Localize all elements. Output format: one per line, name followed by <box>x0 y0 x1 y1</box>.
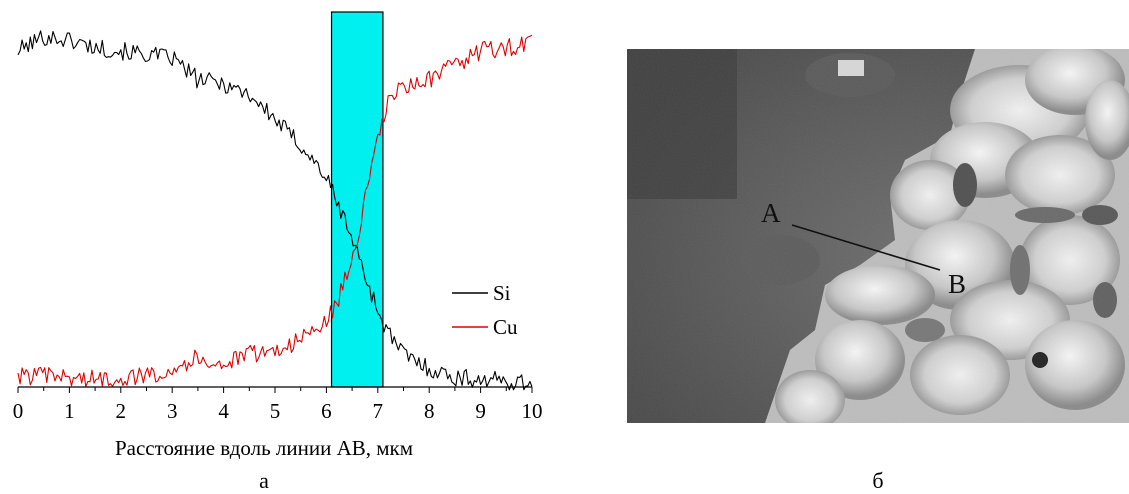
panel-label-b: б <box>872 468 883 493</box>
scan-line-ab <box>791 224 941 271</box>
panel-label-a: а <box>259 468 269 493</box>
line-chart: 0 1 2 3 4 5 6 7 8 9 10 Расстояние вдоль линии АВ, … <box>13 11 543 493</box>
point-a-label: A <box>761 198 781 228</box>
x-tick-label-1: 1 <box>64 399 75 423</box>
series-line-si <box>17 30 533 391</box>
x-tick-label-0: 0 <box>13 399 24 423</box>
series-layer <box>17 30 533 391</box>
x-axis-title: Расстояние вдоль линии АВ, мкм <box>115 436 413 460</box>
legend: Si Cu <box>452 281 518 339</box>
series-line-cu <box>17 34 533 388</box>
x-tick-label-8: 8 <box>424 399 435 423</box>
x-tick-label-6: 6 <box>321 399 332 423</box>
legend-cu-label: Cu <box>493 315 518 339</box>
x-axis-ticks: 0 1 2 3 4 5 6 7 8 9 10 <box>13 387 543 423</box>
x-tick-label-10: 10 <box>522 399 543 423</box>
legend-si-label: Si <box>493 281 511 305</box>
sem-micrograph: A B <box>627 49 1129 423</box>
x-tick-label-3: 3 <box>167 399 178 423</box>
x-tick-label-5: 5 <box>270 399 281 423</box>
x-tick-label-2: 2 <box>116 399 127 423</box>
point-b-label: B <box>948 269 966 299</box>
x-tick-label-9: 9 <box>475 399 486 423</box>
x-tick-label-4: 4 <box>218 399 229 423</box>
x-tick-label-7: 7 <box>373 399 384 423</box>
interface-highlight-region <box>330 11 384 388</box>
